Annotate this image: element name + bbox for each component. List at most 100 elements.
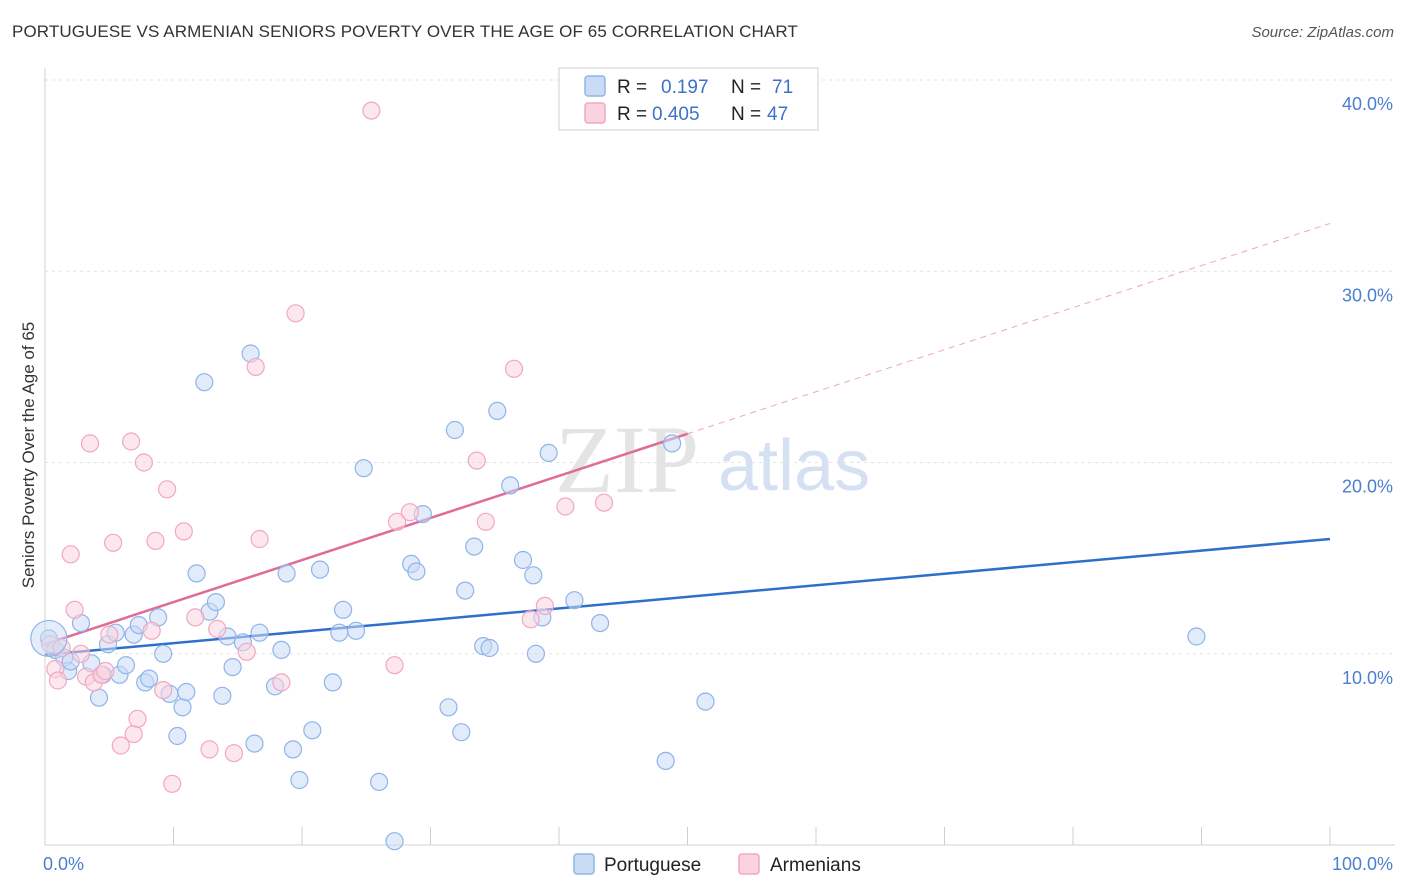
data-point-portuguese [213, 686, 232, 705]
data-point-portuguese [539, 443, 558, 462]
data-point-armenians [80, 434, 100, 453]
data-point-armenians [246, 357, 265, 376]
data-point-portuguese [656, 751, 675, 771]
data-point-armenians [122, 432, 141, 451]
data-point-portuguese [173, 698, 192, 717]
data-point-portuguese [513, 550, 533, 570]
legend-n-label-2: N = [731, 104, 761, 125]
data-point-armenians [103, 533, 123, 552]
data-point-portuguese [116, 656, 136, 675]
data-point-portuguese [283, 740, 303, 759]
data-point-portuguese [524, 566, 543, 585]
legend-swatch-armenians [584, 102, 606, 124]
x-tick-label-min: 0.0% [43, 854, 84, 874]
data-point-portuguese [696, 692, 715, 711]
trend-line-armenians [44, 432, 688, 646]
data-point-portuguese [303, 721, 322, 740]
data-point-armenians [362, 101, 381, 120]
data-point-armenians [142, 621, 161, 640]
data-point-armenians [556, 497, 575, 516]
data-point-portuguese [140, 669, 159, 688]
y-tick-label: 20.0% [1342, 477, 1393, 497]
data-point-armenians [61, 545, 80, 564]
data-point-armenians [385, 656, 404, 675]
data-point-portuguese [168, 726, 187, 746]
data-point-portuguese [323, 673, 342, 692]
data-point-portuguese [465, 537, 484, 556]
data-point-armenians [111, 736, 130, 755]
watermark-zip: ZIP [555, 406, 699, 513]
legend-n-value-2: 47 [767, 104, 788, 125]
data-point-armenians [48, 671, 68, 690]
data-point-portuguese [272, 640, 291, 660]
data-point-armenians [124, 724, 143, 744]
legend-r-label-1: R = [617, 77, 647, 98]
data-point-portuguese [206, 592, 225, 612]
data-point-armenians [65, 600, 84, 619]
data-point-portuguese [565, 591, 584, 610]
legend-r-value-1: 0.197 [661, 77, 709, 98]
data-point-armenians [594, 493, 614, 512]
data-point-portuguese [456, 581, 475, 600]
legend-n-label-1: N = [731, 77, 761, 98]
data-point-portuguese-large [30, 619, 68, 658]
data-point-armenians [504, 359, 524, 378]
y-tick-label: 10.0% [1342, 668, 1393, 688]
data-point-armenians [128, 709, 147, 728]
source-credit: Source: ZipAtlas.com [1251, 24, 1394, 41]
data-point-portuguese [501, 476, 520, 495]
data-point-portuguese [439, 698, 458, 717]
data-point-armenians [476, 512, 495, 531]
data-point-armenians [174, 522, 193, 541]
data-point-portuguese [187, 564, 206, 583]
data-point-portuguese [223, 657, 242, 677]
data-point-portuguese [526, 644, 546, 663]
legend-r-label-2: R = [617, 104, 647, 125]
data-point-portuguese [452, 723, 471, 742]
bottom-legend-swatch-armenians [738, 853, 760, 875]
data-point-armenians [134, 453, 153, 472]
bottom-legend-label-armenians: Armenians [770, 855, 861, 876]
data-point-armenians [100, 625, 119, 644]
data-point-portuguese [195, 373, 214, 392]
data-point-portuguese [89, 688, 109, 707]
data-point-portuguese [250, 623, 269, 642]
data-point-portuguese [370, 772, 389, 792]
data-point-portuguese [407, 562, 426, 581]
bottom-legend-label-portuguese: Portuguese [604, 855, 701, 876]
data-point-portuguese [310, 560, 330, 579]
data-point-portuguese [488, 401, 507, 420]
data-point-portuguese [480, 638, 499, 658]
data-point-armenians [400, 503, 419, 522]
y-tick-label: 40.0% [1342, 94, 1393, 114]
data-point-armenians [535, 596, 555, 616]
bottom-legend-swatch-portuguese [573, 853, 595, 875]
bottom-legend: Portuguese Armenians [573, 853, 861, 876]
data-point-armenians [272, 673, 291, 692]
x-tick-label-max: 100.0% [1332, 854, 1393, 874]
data-point-portuguese [590, 613, 610, 633]
data-point-armenians [163, 774, 182, 793]
data-points [30, 101, 1206, 851]
data-point-armenians [200, 740, 219, 759]
data-point-armenians [286, 304, 305, 323]
data-point-armenians [158, 480, 177, 499]
data-point-portuguese [354, 459, 373, 478]
data-point-armenians [250, 529, 269, 549]
data-point-armenians [146, 531, 165, 551]
data-point-portuguese [346, 621, 366, 640]
watermark-atlas: atlas [718, 426, 870, 506]
data-point-portuguese [245, 734, 264, 753]
data-point-armenians [186, 608, 205, 627]
data-point-portuguese [277, 564, 296, 583]
legend-n-value-1: 71 [772, 77, 793, 98]
data-point-portuguese [290, 770, 309, 790]
data-point-armenians [71, 644, 91, 663]
data-point-armenians [388, 512, 407, 531]
trend-extension-armenians [687, 222, 1331, 435]
data-point-armenians [208, 619, 227, 639]
legend-r-value-2: 0.405 [652, 104, 700, 125]
axes [44, 68, 1395, 846]
legend: R = 0.197 N = 71 R = 0.405 N = 47 [558, 67, 819, 131]
data-point-portuguese [154, 644, 173, 663]
